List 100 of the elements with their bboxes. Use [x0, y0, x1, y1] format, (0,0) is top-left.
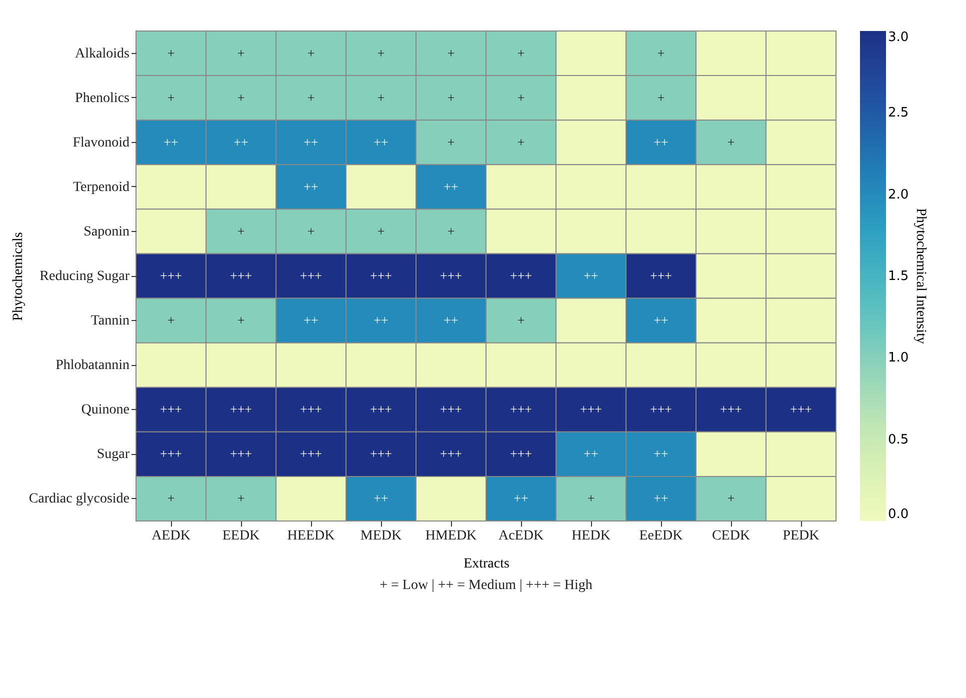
data-label: ++ — [304, 312, 318, 328]
data-label: + — [237, 490, 245, 506]
x-axis-title: Extracts — [464, 556, 510, 572]
data-label: +++ — [370, 268, 392, 283]
data-label: + — [727, 134, 735, 150]
data-label: ++ — [654, 134, 668, 150]
x-tick-label: HEDK — [572, 528, 610, 544]
color-bar-label: 0.0 — [888, 507, 909, 522]
data-label: + — [167, 490, 175, 506]
data-label: + — [237, 45, 245, 60]
data-label: ++ — [304, 178, 318, 194]
data-label: + — [307, 45, 315, 60]
data-label: +++ — [720, 402, 742, 417]
data-label: +++ — [440, 268, 462, 283]
y-tick-label: Tannin — [90, 314, 130, 329]
data-label: ++ — [304, 134, 318, 150]
data-label: +++ — [300, 402, 322, 417]
y-tick-label: Cardiac glycoside — [28, 492, 130, 507]
data-label: + — [517, 134, 525, 150]
data-label: +++ — [300, 268, 322, 283]
data-label: + — [167, 312, 175, 328]
data-label: ++ — [374, 490, 388, 506]
y-tick-label: Flavonoid — [72, 135, 130, 150]
data-label: +++ — [230, 446, 252, 462]
data-label: ++ — [234, 134, 248, 150]
data-label: +++ — [650, 268, 672, 283]
data-label: +++ — [650, 402, 672, 417]
y-tick-label: Terpenoid — [72, 180, 130, 195]
data-label: +++ — [510, 402, 532, 417]
data-label: + — [587, 490, 595, 506]
data-label: +++ — [790, 402, 812, 417]
data-label: ++ — [374, 312, 388, 328]
data-label: + — [377, 223, 385, 238]
data-label: ++ — [444, 312, 458, 328]
data-label: + — [237, 312, 245, 328]
x-tick-label: CEDK — [712, 528, 750, 544]
color-bar-label: 1.0 — [888, 350, 909, 366]
data-label: +++ — [160, 446, 182, 462]
data-label: +++ — [230, 402, 252, 417]
y-tick-label: Reducing Sugar — [40, 269, 130, 284]
data-label: ++ — [514, 490, 528, 506]
data-label: + — [167, 90, 175, 105]
data-label: +++ — [160, 268, 182, 283]
x-tick-label: EEDK — [222, 528, 260, 544]
data-label: + — [237, 90, 245, 105]
color-bar-label: 3.0 — [888, 30, 909, 45]
data-label: + — [237, 223, 245, 238]
x-tick-label: PEDK — [782, 528, 820, 544]
x-tick-label: AcEDK — [498, 528, 544, 544]
data-label: ++ — [164, 134, 178, 150]
data-label: + — [517, 45, 525, 60]
y-tick-label: Phlobatannin — [56, 358, 130, 374]
data-label: +++ — [370, 402, 392, 417]
data-label: ++ — [374, 134, 388, 150]
data-label: ++ — [654, 446, 668, 462]
data-label: +++ — [160, 402, 182, 417]
data-label: +++ — [300, 446, 322, 462]
text: + = Low | ++ = Medium | +++ = High — [380, 578, 592, 593]
data-label: +++ — [510, 446, 532, 462]
data-label: + — [447, 223, 455, 238]
data-label: + — [657, 90, 665, 105]
data-label: + — [307, 90, 315, 105]
x-tick-label: AEDK — [152, 528, 190, 544]
x-tick-label: HMEDK — [425, 528, 477, 544]
data-label: +++ — [440, 446, 462, 462]
data-label: + — [167, 45, 175, 60]
y-tick-label: Phenolics — [75, 90, 130, 106]
color-bar-label: 2.0 — [888, 187, 909, 202]
data-label: + — [657, 45, 665, 60]
data-label: + — [517, 90, 525, 105]
y-tick-label: Alkaloids — [75, 46, 130, 62]
data-label: +++ — [230, 268, 252, 283]
data-label: + — [447, 134, 455, 150]
y-tick-label: Sugar — [96, 447, 130, 462]
data-label: + — [307, 223, 315, 238]
color-bar-title: Phytochemical Intensity — [913, 208, 928, 344]
data-label: +++ — [440, 402, 462, 417]
data-label: + — [447, 45, 455, 60]
y-tick-label: Saponin — [84, 224, 130, 240]
color-bar-label: 0.5 — [888, 432, 909, 448]
data-label: ++ — [654, 490, 668, 506]
color-bar-label: 1.5 — [888, 269, 909, 284]
data-label: +++ — [510, 268, 532, 283]
x-tick-label: EeEDK — [639, 528, 683, 544]
data-label: ++ — [584, 446, 598, 462]
data-label: +++ — [370, 446, 392, 462]
data-label: ++ — [584, 268, 598, 283]
data-label: ++ — [444, 178, 458, 194]
data-label: + — [377, 45, 385, 60]
data-label: + — [727, 490, 735, 506]
data-label: +++ — [580, 402, 602, 417]
y-axis-title: Phytochemicals — [10, 232, 26, 321]
data-label: + — [447, 90, 455, 105]
y-tick-label: Quinone — [81, 402, 130, 418]
data-label: + — [517, 312, 525, 328]
x-tick-label: HEEDK — [287, 528, 335, 544]
x-tick-label: MEDK — [360, 528, 402, 544]
color-bar-label: 2.5 — [888, 106, 909, 121]
data-label: + — [377, 90, 385, 105]
data-label: ++ — [654, 312, 668, 328]
